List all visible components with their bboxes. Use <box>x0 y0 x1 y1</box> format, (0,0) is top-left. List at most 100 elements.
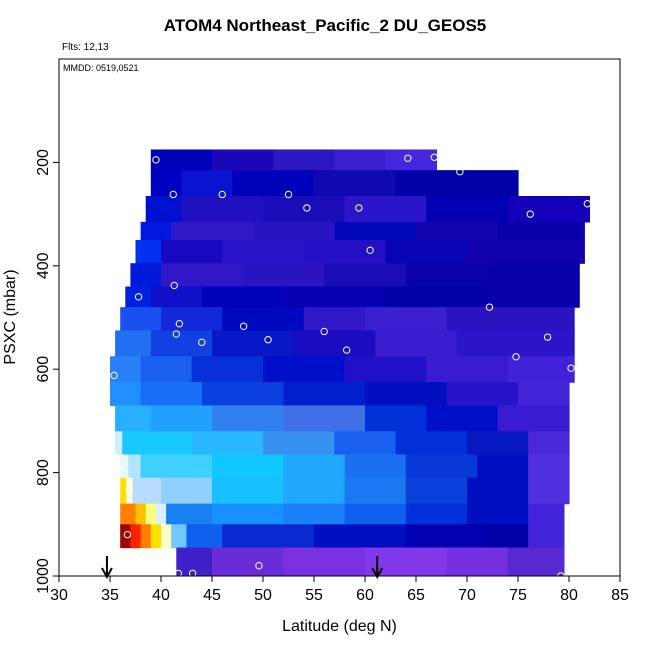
x-axis-label: Latitude (deg N) <box>282 618 397 635</box>
heatmap-cell <box>242 263 325 288</box>
sample-point <box>526 210 534 218</box>
sample-point <box>119 549 127 557</box>
heatmap-cell <box>395 431 468 456</box>
heatmap-cell <box>126 477 134 505</box>
heatmap-cell <box>150 149 213 171</box>
x-tick-label: 55 <box>305 587 323 604</box>
sample-points <box>110 153 592 576</box>
heatmap-cell <box>405 524 488 549</box>
heatmap-cell <box>528 524 565 549</box>
heatmap-cell <box>140 524 152 549</box>
heatmap-cell <box>145 196 182 223</box>
heatmap-cell <box>115 405 152 432</box>
heatmap-cell <box>120 503 137 525</box>
heatmap-cell <box>324 263 407 288</box>
x-tick-label: 60 <box>356 587 374 604</box>
heatmap-cells <box>110 149 590 576</box>
heatmap-cell <box>161 524 172 549</box>
x-axis: 30 35 40 45 50 55 60 65 70 75 80 85 <box>50 576 629 604</box>
heatmap-cell <box>120 454 129 479</box>
down-arrow-head <box>101 567 113 580</box>
heatmap-cell <box>222 307 305 332</box>
mmdd-label: MMDD: 0519,0521 <box>63 63 139 73</box>
chart-title: ATOM4 Northeast_Pacific_2 DU_GEOS5 <box>163 16 487 35</box>
heatmap-cell <box>507 547 565 576</box>
heatmap-cell <box>161 263 244 288</box>
sample-point <box>255 561 263 570</box>
heatmap-cell <box>161 477 213 505</box>
heatmap-cell <box>222 239 305 264</box>
heatmap-cell <box>426 405 499 432</box>
x-tick-label: 50 <box>254 587 272 604</box>
heatmap-cell <box>528 477 570 505</box>
heatmap-cell <box>145 503 157 525</box>
heatmap-cell <box>122 431 193 456</box>
y-tick-label: 200 <box>35 149 52 176</box>
heatmap-cell <box>132 477 162 505</box>
sample-point <box>543 333 552 341</box>
heatmap-cell <box>283 405 366 432</box>
heatmap-cell <box>344 356 427 383</box>
heatmap-cell <box>150 170 182 197</box>
sample-point <box>125 485 134 493</box>
heatmap-cell <box>456 330 575 357</box>
x-tick-label: 80 <box>560 587 578 604</box>
heatmap-cell <box>140 454 213 479</box>
x-tick-label: 35 <box>101 587 119 604</box>
heatmap-cell <box>334 431 397 456</box>
heatmap-cell <box>426 356 509 383</box>
sample-point <box>218 190 226 199</box>
heatmap-cell <box>507 196 590 223</box>
heatmap-cell <box>344 196 427 223</box>
sample-point <box>485 303 494 311</box>
heatmap-cell <box>166 503 213 525</box>
sample-point <box>172 330 181 338</box>
heatmap-cell <box>201 382 284 406</box>
heatmap-cell <box>191 356 264 383</box>
heatmap-cell <box>365 405 427 432</box>
heatmap-cell <box>283 477 346 505</box>
sample-point <box>174 569 183 576</box>
flights-label: Flts: 12,13 <box>62 42 109 53</box>
heatmap-cell <box>181 196 264 223</box>
heatmap-cell <box>487 263 580 288</box>
sample-point <box>110 371 118 380</box>
sample-point <box>404 154 412 162</box>
heatmap-cell <box>191 431 264 456</box>
heatmap-cell <box>150 524 162 549</box>
heatmap-cell <box>128 454 142 479</box>
x-tick-label: 30 <box>50 587 68 604</box>
heatmap-cell <box>528 503 565 525</box>
heatmap-cell <box>405 454 478 479</box>
plot-frame <box>58 58 621 577</box>
heatmap-cell <box>283 286 386 308</box>
sample-point <box>366 246 374 254</box>
heatmap-cell <box>140 382 203 406</box>
heatmap-cell <box>477 454 529 479</box>
sample-point <box>170 281 178 290</box>
heatmap-cell <box>528 431 570 456</box>
heatmap-cell <box>115 431 123 456</box>
heatmap-cell <box>222 524 315 549</box>
heatmap-cell <box>150 330 213 357</box>
y-tick-label: 600 <box>35 356 52 383</box>
heatmap-cell <box>507 356 575 383</box>
y-axis-label: PSXC (mbar) <box>2 269 19 364</box>
heatmap-cell <box>518 382 570 406</box>
heatmap-cell <box>365 382 448 406</box>
heatmap-cell <box>135 503 147 525</box>
heatmap-cell <box>110 382 142 406</box>
heatmap-cell <box>212 149 274 171</box>
heatmap-cell <box>303 307 366 332</box>
sample-point <box>134 293 143 301</box>
heatmap-cell <box>130 524 142 549</box>
sample-point <box>188 569 197 576</box>
heatmap-cell <box>130 263 162 288</box>
sample-point <box>342 346 351 354</box>
y-tick-label: 1000 <box>35 558 52 594</box>
sample-point <box>284 190 293 199</box>
heatmap-cell <box>140 356 193 383</box>
heatmap-cell <box>283 547 366 576</box>
x-tick-label: 45 <box>203 587 221 604</box>
sample-point <box>320 327 328 336</box>
